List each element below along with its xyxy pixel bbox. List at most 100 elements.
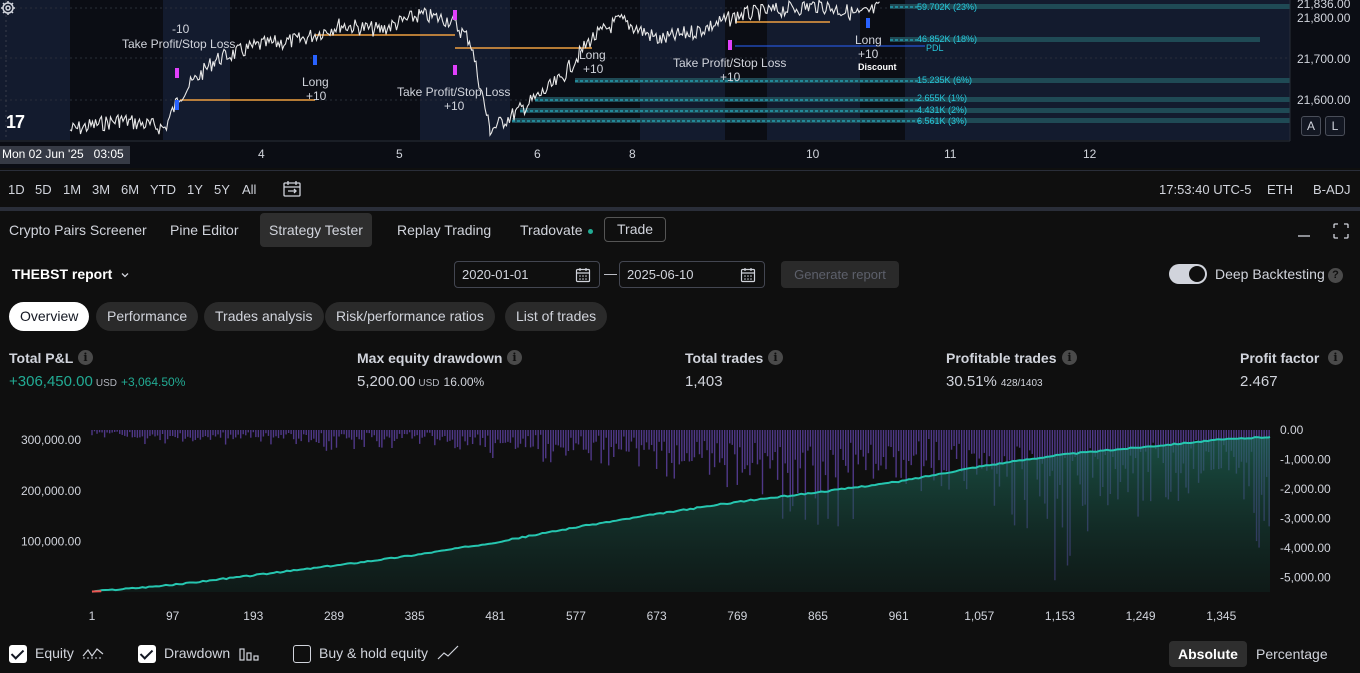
range-ytd[interactable]: YTD bbox=[150, 182, 176, 197]
trade-axis-label: 193 bbox=[243, 609, 263, 623]
range-5y[interactable]: 5Y bbox=[214, 182, 230, 197]
subtab-performance[interactable]: Performance bbox=[96, 302, 199, 331]
auto-scale-button[interactable]: A bbox=[1301, 116, 1321, 136]
log-scale-button[interactable]: L bbox=[1325, 116, 1345, 136]
chevron-down-icon bbox=[121, 273, 129, 278]
equity-legend-label: Equity bbox=[35, 645, 74, 661]
percentage-toggle[interactable]: Percentage bbox=[1256, 646, 1328, 662]
drawdown-axis-label: 0.00 bbox=[1280, 423, 1304, 437]
annotation-tpsl-3: Take Profit/Stop Loss bbox=[673, 56, 787, 70]
report-title: THEBST report bbox=[12, 266, 113, 282]
total-trades-value: 1,403 bbox=[685, 373, 723, 390]
info-icon[interactable]: i bbox=[1062, 350, 1077, 365]
end-date-field[interactable]: 2025-06-10 bbox=[619, 261, 765, 288]
signal-arrow bbox=[728, 40, 732, 50]
subtab-list-of-trades[interactable]: List of trades bbox=[505, 302, 608, 331]
tab-tradovate[interactable]: Tradovate bbox=[511, 213, 602, 247]
tab-crypto-pairs-screener[interactable]: Crypto Pairs Screener bbox=[9, 222, 147, 238]
time-label-8: 8 bbox=[629, 147, 636, 161]
volume-level-5: 4.431K (2%) bbox=[917, 105, 968, 115]
session-toggle[interactable]: ETH bbox=[1267, 182, 1293, 197]
calendar-icon[interactable] bbox=[575, 267, 591, 283]
total-pnl-amount: +306,450.00 bbox=[9, 373, 93, 390]
deep-backtesting-label: Deep Backtesting bbox=[1215, 266, 1325, 282]
signal-arrow bbox=[175, 100, 179, 110]
total-trades-label: Total trades bbox=[685, 350, 764, 366]
minimize-icon[interactable] bbox=[1296, 223, 1312, 239]
price-label-1: 21,836.00 bbox=[1297, 0, 1351, 11]
gear-icon[interactable] bbox=[0, 0, 16, 16]
end-date-value: 2025-06-10 bbox=[627, 267, 694, 282]
annotation-pdl: PDL bbox=[926, 43, 944, 53]
drawdown-axis-label: -5,000.00 bbox=[1280, 570, 1331, 584]
signal-arrow bbox=[175, 68, 179, 78]
max-drawdown-label: Max equity drawdown bbox=[357, 350, 503, 366]
info-icon[interactable]: i bbox=[507, 350, 522, 365]
max-drawdown-amount: 5,200.00 bbox=[357, 373, 416, 390]
session-band bbox=[767, 0, 860, 140]
range-1m[interactable]: 1M bbox=[63, 182, 82, 197]
time-label-10: 10 bbox=[806, 147, 820, 161]
volume-level-2: 46.852K (18%) bbox=[917, 34, 978, 44]
trade-axis-label: 1 bbox=[89, 609, 96, 623]
subtab-trades-analysis[interactable]: Trades analysis bbox=[204, 302, 324, 331]
panel-divider[interactable] bbox=[0, 207, 1360, 211]
drawdown-axis-label: -2,000.00 bbox=[1280, 482, 1331, 496]
subtab-overview[interactable]: Overview bbox=[9, 302, 90, 331]
deep-backtesting-toggle[interactable] bbox=[1169, 264, 1207, 284]
buy-hold-line-icon bbox=[437, 645, 459, 660]
start-date-value: 2020-01-01 bbox=[462, 267, 529, 282]
trade-button[interactable]: Trade bbox=[604, 217, 667, 242]
annotation-plus10-3: +10 bbox=[583, 62, 604, 76]
max-drawdown-unit: USD bbox=[418, 378, 440, 389]
tradingview-logo: 17 bbox=[6, 112, 25, 132]
range-6m[interactable]: 6M bbox=[121, 182, 140, 197]
max-drawdown-percent: 16.00% bbox=[443, 375, 485, 389]
volume-level-6: 6.561K (3%) bbox=[917, 116, 968, 126]
equity-checkbox[interactable] bbox=[9, 645, 27, 663]
range-5d[interactable]: 5D bbox=[35, 182, 52, 197]
cursor-date-label: Mon 02 Jun '25 03:05 bbox=[0, 146, 130, 164]
date-separator: — bbox=[604, 266, 617, 281]
maximize-icon[interactable] bbox=[1332, 222, 1350, 240]
trade-axis-label: 673 bbox=[647, 609, 667, 623]
info-icon[interactable]: i bbox=[1328, 350, 1343, 365]
max-drawdown-value: 5,200.00 USD 16.00% bbox=[357, 373, 484, 390]
equity-axis-label: 100,000.00 bbox=[21, 534, 81, 548]
trade-axis-label: 481 bbox=[485, 609, 505, 623]
annotation-tpsl-1: Take Profit/Stop Loss bbox=[122, 37, 236, 51]
drawdown-checkbox[interactable] bbox=[138, 645, 156, 663]
range-all[interactable]: All bbox=[242, 182, 257, 197]
report-title-dropdown[interactable]: THEBST report bbox=[12, 266, 130, 282]
tab-strategy-tester[interactable]: Strategy Tester bbox=[260, 213, 372, 247]
equity-axis-label: 300,000.00 bbox=[21, 433, 81, 447]
calendar-icon[interactable] bbox=[740, 267, 756, 283]
range-1d[interactable]: 1D bbox=[8, 182, 25, 197]
range-1y[interactable]: 1Y bbox=[187, 182, 203, 197]
price-chart[interactable]: 17 Take Profit/Stop Loss -10 Long +10 Ta… bbox=[0, 0, 1360, 168]
annotation-tpsl-2: Take Profit/Stop Loss bbox=[397, 85, 511, 99]
adjustment-toggle[interactable]: B-ADJ bbox=[1313, 182, 1351, 197]
start-date-field[interactable]: 2020-01-01 bbox=[454, 261, 600, 288]
signal-arrow bbox=[866, 18, 870, 28]
signal-arrow bbox=[313, 55, 317, 65]
volume-level-1: 59.702K (23%) bbox=[917, 2, 978, 12]
date-range-icon[interactable] bbox=[282, 179, 302, 199]
help-icon[interactable]: ? bbox=[1328, 268, 1343, 283]
session-band bbox=[163, 0, 230, 140]
info-icon[interactable]: i bbox=[768, 350, 783, 365]
absolute-toggle[interactable]: Absolute bbox=[1169, 641, 1247, 667]
generate-report-button[interactable]: Generate report bbox=[781, 261, 899, 288]
range-3m[interactable]: 3M bbox=[92, 182, 111, 197]
clock-display[interactable]: 17:53:40 UTC-5 bbox=[1159, 182, 1252, 197]
price-chart-canvas[interactable] bbox=[0, 0, 1360, 168]
annotation-minus10: -10 bbox=[172, 22, 190, 36]
tab-replay-trading[interactable]: Replay Trading bbox=[397, 222, 492, 238]
trade-axis-label: 289 bbox=[324, 609, 344, 623]
tab-pine-editor[interactable]: Pine Editor bbox=[170, 222, 239, 238]
subtab-risk-performance-ratios[interactable]: Risk/performance ratios bbox=[325, 302, 495, 331]
equity-drawdown-chart[interactable]: 300,000.00 200,000.00 100,000.00 0.00 -1,000… bbox=[0, 420, 1360, 630]
trade-axis-label: 1,249 bbox=[1126, 609, 1156, 623]
buy-hold-checkbox[interactable] bbox=[293, 645, 311, 663]
info-icon[interactable]: i bbox=[78, 350, 93, 365]
